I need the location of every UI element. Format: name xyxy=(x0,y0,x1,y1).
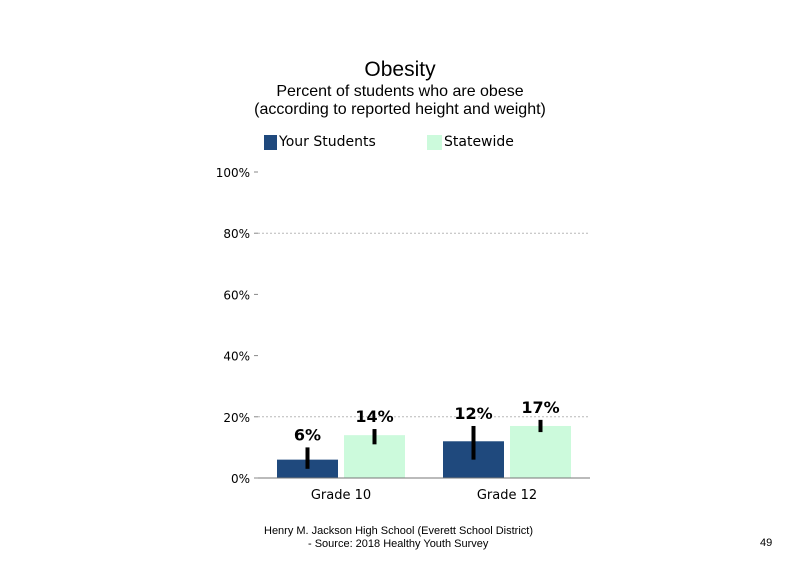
page-number: 49 xyxy=(760,537,773,549)
legend-label-statewide: Statewide xyxy=(444,134,514,150)
footer-source: - Source: 2018 Healthy Youth Survey xyxy=(308,538,489,550)
bar xyxy=(510,425,571,478)
chart-title: Obesity xyxy=(364,58,436,81)
data-label: 14% xyxy=(355,407,393,426)
data-label: 17% xyxy=(521,398,559,417)
legend-item-your-students: Your Students xyxy=(264,133,376,151)
data-label: 12% xyxy=(454,404,492,423)
legend-swatch-statewide xyxy=(427,134,442,150)
legend-swatch-your-students xyxy=(264,134,277,150)
legend-label-your-students: Your Students xyxy=(279,134,376,150)
chart-subtitle-line-2: (according to reported height and weight… xyxy=(254,101,546,118)
x-tick-label: Grade 10 xyxy=(311,488,371,503)
legend-item-statewide: Statewide xyxy=(427,133,514,151)
chart-subtitle-line-1: Percent of students who are obese xyxy=(276,83,524,100)
data-label: 6% xyxy=(294,425,321,444)
y-tick-label: 40% xyxy=(223,350,250,364)
x-tick-label: Grade 12 xyxy=(477,488,537,503)
footer-school: Henry M. Jackson High School (Everett Sc… xyxy=(264,525,533,537)
y-tick-label: 100% xyxy=(216,166,250,180)
y-tick-label: 80% xyxy=(223,227,250,241)
y-tick-label: 0% xyxy=(231,472,250,486)
y-tick-label: 20% xyxy=(223,411,250,425)
y-tick-label: 60% xyxy=(223,288,250,302)
